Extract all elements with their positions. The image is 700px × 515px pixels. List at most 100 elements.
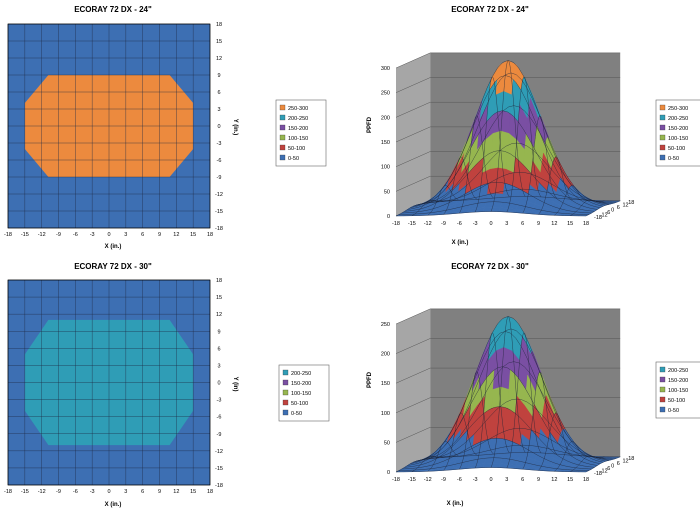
x-tick-label: -6 [73, 489, 78, 495]
x-tick-label: -9 [56, 232, 61, 238]
x-tick-label: -9 [56, 489, 61, 495]
y-tick-label: 3 [217, 363, 220, 369]
legend-swatch [279, 144, 286, 151]
x-tick-label: 6 [141, 489, 144, 495]
mesh-line-y [427, 444, 618, 459]
legend-label: 0-50 [668, 408, 679, 414]
surface-cell [501, 193, 512, 204]
mesh-line-y [424, 171, 615, 204]
x-tick-label: -15 [21, 489, 29, 495]
legend-swatch [282, 369, 289, 376]
legend-label: 250-300 [668, 106, 688, 112]
legend-swatch [659, 154, 666, 161]
plot-border [7, 279, 211, 486]
y-axis-label-4: PPFD [367, 371, 373, 388]
x-tick-label: 3 [124, 489, 127, 495]
y-tick-label: 18 [628, 200, 634, 206]
legend-3: 200-250 150-200 100-150 50-100 0-50 [278, 364, 330, 422]
x-tick-label: -15 [408, 221, 416, 227]
y-tick-label: -6 [217, 415, 222, 421]
z-grid-line [395, 77, 621, 93]
legend-label: 100-150 [288, 136, 308, 142]
mesh-line-y [398, 201, 589, 215]
x-tick-label: 15 [190, 489, 196, 495]
x-tick-label: -6 [73, 232, 78, 238]
x-tick-label: 3 [124, 232, 127, 238]
mesh-line-y [407, 110, 598, 210]
legend-swatch [659, 376, 666, 383]
x-tick-label: -3 [90, 232, 95, 238]
z-tick-label: 0 [387, 214, 390, 220]
mesh-line-y [418, 105, 609, 205]
legend-label: 150-200 [288, 126, 308, 132]
legend-label: 250-300 [288, 106, 308, 112]
x-tick-label: 0 [489, 221, 492, 227]
x-tick-label: -12 [38, 232, 46, 238]
surface-chart-4: 0 50 100 150 200 250 -18 -15 -12 -9 -6 -3 0 3 6 9 12 15 18… [381, 308, 634, 483]
z-grid-line [395, 151, 621, 167]
z-tick-label: 50 [384, 189, 390, 195]
y-tick-label: 12 [216, 312, 222, 318]
x-tick-label: 3 [505, 221, 508, 227]
y-tick-label: -15 [215, 209, 223, 215]
y-tick-label: 9 [217, 73, 220, 79]
legend-swatch [279, 104, 286, 111]
y-tick-label: 15 [216, 295, 222, 301]
mesh-line-y [401, 438, 592, 470]
x-tick-label: 12 [173, 232, 179, 238]
z-tick-label: 200 [381, 115, 390, 121]
x-axis-label-1: X (in.) [105, 244, 122, 250]
x-tick-label: 12 [551, 221, 557, 227]
y-tick-label: -18 [594, 215, 602, 221]
y-tick-label: -18 [594, 471, 602, 477]
x-tick-label: 18 [583, 221, 589, 227]
y-tick-label: 12 [623, 458, 629, 464]
mesh-line-y [427, 188, 618, 203]
x-tick-label: 6 [521, 477, 524, 483]
z-grid-line [395, 338, 621, 354]
mesh-line-y [404, 150, 595, 212]
chart-title-2: ECORAY 72 DX - 24" [451, 5, 529, 14]
legend-swatch [659, 144, 666, 151]
y-axis-label-3: Y (in) [232, 377, 238, 392]
x-tick-label: 18 [583, 477, 589, 483]
y-tick-label: -12 [600, 212, 608, 218]
mesh-line-y [410, 331, 601, 464]
x-tick-label: 18 [207, 489, 213, 495]
x-axis-label-4: X (in.) [447, 501, 464, 507]
z-tick-label: 50 [384, 440, 390, 446]
x-tick-label: -12 [424, 477, 432, 483]
mesh-line-y [395, 211, 587, 217]
y-tick-label: -12 [215, 192, 223, 198]
legend-swatch [279, 134, 286, 141]
y-tick-label: 18 [216, 278, 222, 284]
y-tick-label: 0 [611, 463, 614, 469]
legend-2: 250-300 200-250 150-200 100-150 50-100 0-50 [655, 99, 700, 167]
legend-swatch [282, 399, 289, 406]
x-tick-label: -6 [457, 477, 462, 483]
legend-label: 200-250 [668, 116, 688, 122]
x-axis-label-3: X (in.) [105, 502, 122, 508]
legend-label: 0-50 [668, 156, 679, 162]
z-tick-label: 150 [381, 381, 390, 387]
x-tick-label: 3 [505, 477, 508, 483]
y-tick-label: 9 [217, 329, 220, 335]
z-tick-label: 100 [381, 165, 390, 171]
mesh-line-y [413, 316, 604, 463]
mesh-line-y [404, 406, 595, 468]
legend-swatch [659, 104, 666, 111]
legend-swatch [279, 154, 286, 161]
y-tick-label: -6 [217, 158, 222, 164]
z-grid-line [395, 101, 621, 118]
contour-chart-1: -18 -15 -12 -9 -6 -3 0 3 6 9 12 15 18 18 15 12 9 6 3 0 -3 -6 -… [4, 22, 223, 238]
legend-label: 150-200 [668, 378, 688, 384]
x-tick-label: 0 [107, 489, 110, 495]
mesh-line-y [395, 467, 587, 473]
plot-border [7, 23, 211, 229]
y-axis-label-2: PPFD [367, 116, 373, 133]
contour-chart-3: -18 -15 -12 -9 -6 -3 0 3 6 9 12 15 18 18 15 12 9 6 3 0 -3 -6 -… [4, 278, 223, 495]
z-grid-line [395, 52, 621, 69]
legend-swatch [279, 124, 286, 131]
x-tick-label: -3 [90, 489, 95, 495]
